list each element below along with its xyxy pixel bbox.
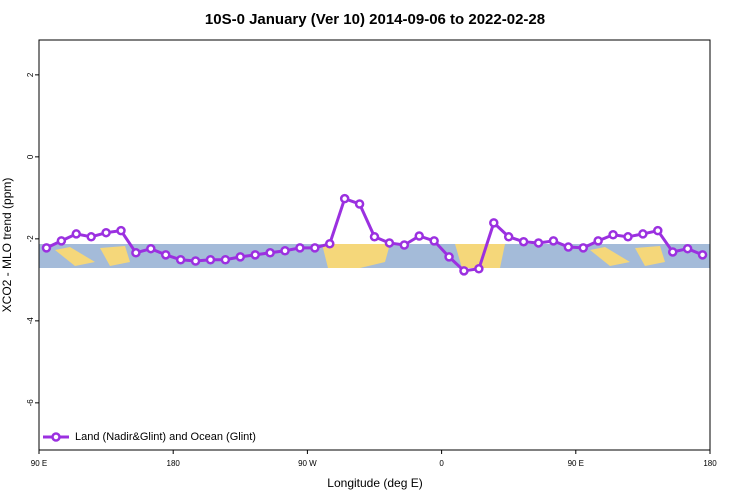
data-point	[41, 243, 52, 253]
x-tick-label: 0	[439, 459, 444, 468]
data-point	[503, 232, 514, 242]
data-point	[518, 236, 529, 247]
data-point	[116, 225, 126, 236]
data-point	[667, 247, 678, 257]
data-point	[310, 243, 320, 253]
data-point	[190, 256, 201, 266]
data-point	[533, 238, 544, 248]
data-point	[444, 252, 454, 262]
data-point	[459, 266, 469, 276]
x-tick-label: 90 W	[298, 459, 317, 468]
data-point	[489, 218, 499, 228]
data-point	[101, 227, 111, 238]
y-tick-label: -4	[26, 317, 35, 325]
data-point	[474, 264, 484, 274]
data-point	[697, 250, 708, 260]
data-point	[638, 229, 648, 239]
y-axis-label: XCO2 - MLO trend (ppm)	[0, 178, 14, 313]
data-point	[623, 232, 633, 242]
x-tick-label: 90 E	[31, 459, 47, 468]
data-point	[56, 236, 67, 246]
x-tick-label: 90 E	[568, 459, 584, 468]
x-axis-label: Longitude (deg E)	[327, 476, 422, 490]
data-point	[280, 245, 290, 256]
data-point	[548, 236, 559, 246]
chart-title: 10S-0 January (Ver 10) 2014-09-06 to 202…	[205, 11, 545, 28]
data-point	[86, 232, 96, 242]
data-point	[175, 255, 186, 265]
data-point	[146, 243, 156, 254]
data-point	[608, 230, 618, 240]
data-point	[429, 236, 439, 246]
data-point	[682, 243, 693, 254]
y-tick-label: -2	[26, 235, 35, 243]
legend-marker	[51, 432, 61, 442]
legend-label: Land (Nadir&Glint) and Ocean (Glint)	[75, 431, 256, 443]
data-point	[205, 255, 216, 265]
x-tick-label: 180	[703, 459, 717, 468]
data-point	[265, 248, 275, 258]
map-band	[39, 244, 710, 268]
y-tick-label: 0	[26, 154, 35, 159]
land	[455, 244, 505, 268]
data-point	[235, 252, 246, 262]
y-tick-label: -6	[26, 399, 35, 407]
data-point	[414, 231, 424, 241]
x-tick-label: 180	[167, 459, 181, 468]
data-point	[578, 243, 589, 253]
data-point	[653, 225, 663, 236]
data-point	[71, 229, 82, 239]
y-tick-label: 2	[26, 72, 35, 77]
data-point	[563, 242, 574, 252]
data-point	[369, 232, 380, 242]
land	[322, 244, 390, 268]
data-point	[339, 193, 350, 204]
data-point	[593, 236, 603, 246]
data-point	[354, 199, 365, 209]
data-point	[220, 255, 231, 265]
data-point	[384, 238, 395, 248]
land	[55, 246, 130, 266]
data-point	[399, 240, 410, 250]
data-point	[160, 250, 171, 260]
data-point	[295, 243, 305, 253]
land	[590, 246, 665, 266]
data-point	[131, 248, 141, 258]
plot-frame	[38, 39, 711, 451]
data-point	[250, 250, 260, 260]
data-point	[325, 239, 335, 249]
